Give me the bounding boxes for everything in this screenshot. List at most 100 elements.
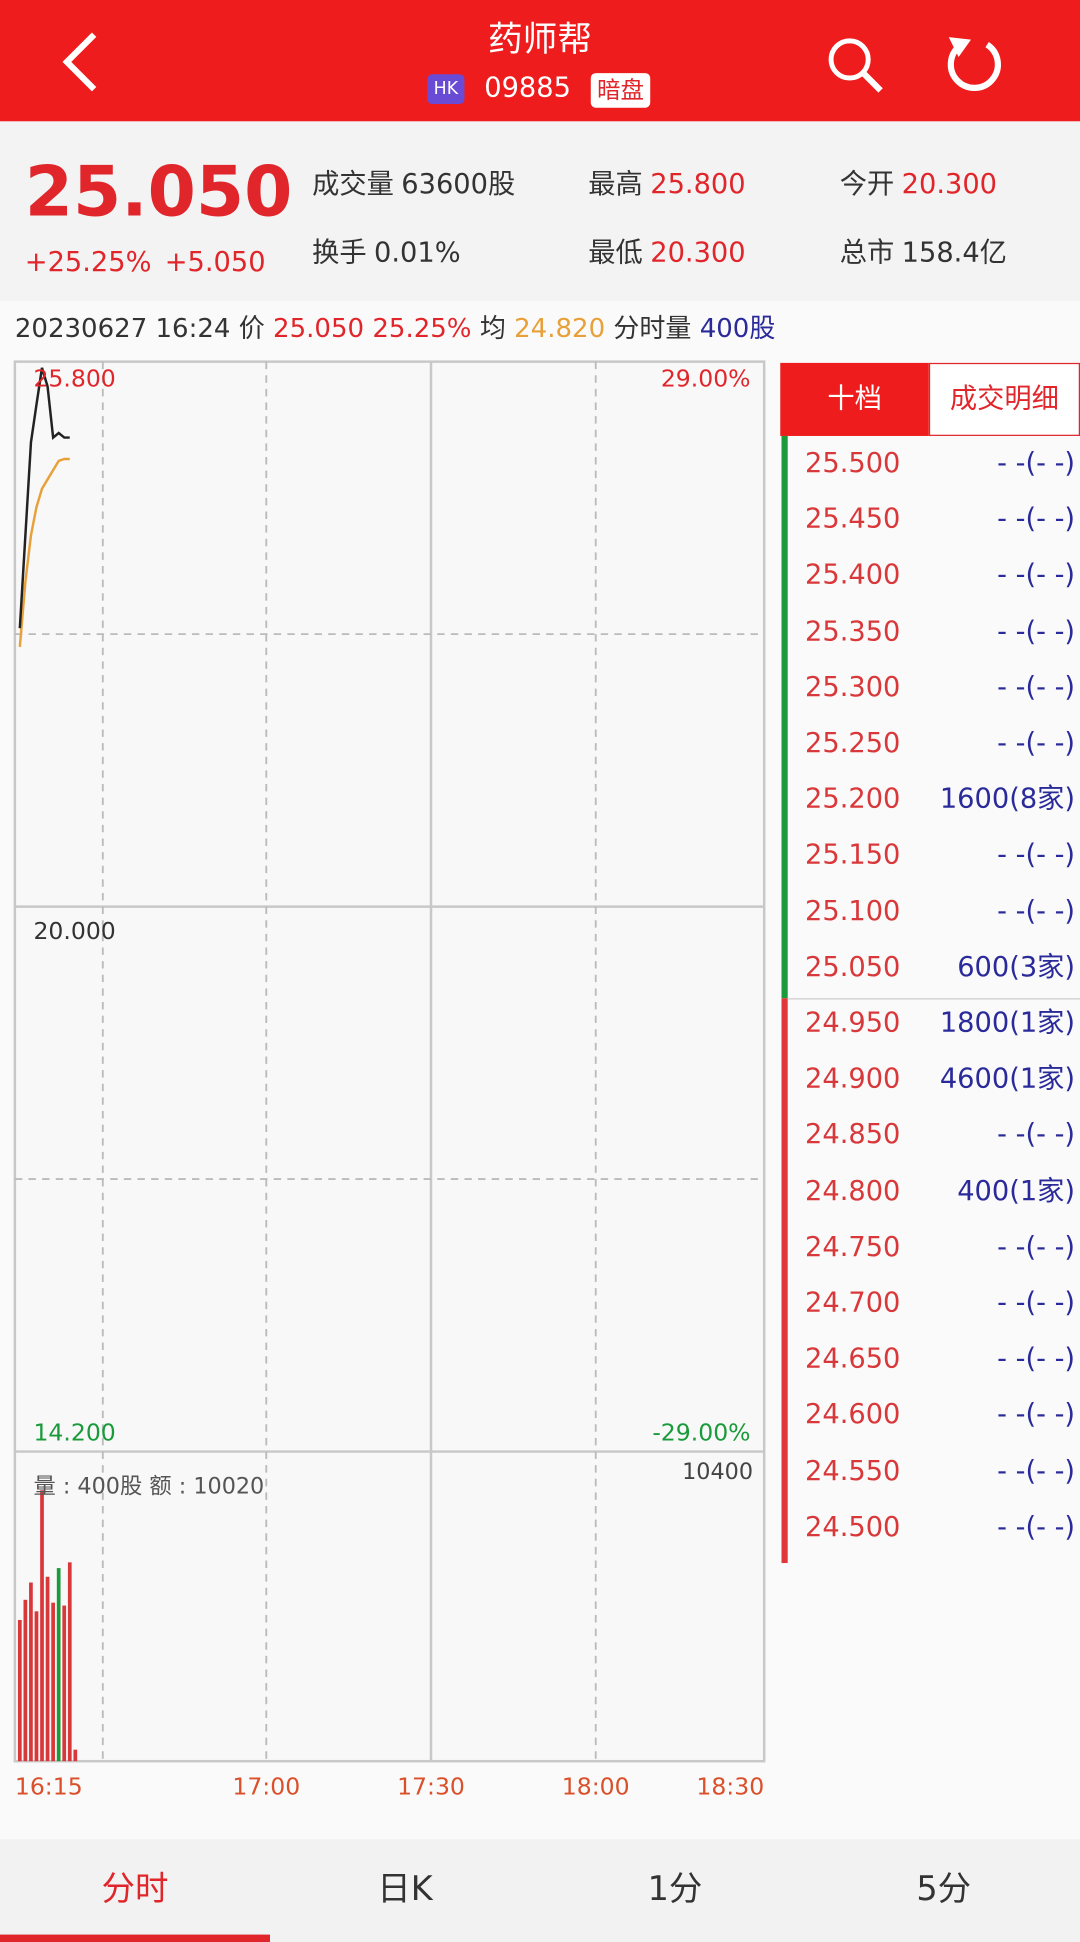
book-volume: - -(- -) — [997, 672, 1076, 704]
book-volume: - -(- -) — [997, 1232, 1076, 1264]
book-price: 24.650 — [805, 1344, 901, 1376]
time-tick-label: 16:15 — [14, 1773, 83, 1801]
book-price: 24.700 — [805, 1288, 901, 1320]
pct-tick-label: -29.00% — [652, 1419, 751, 1447]
book-volume: - -(- -) — [997, 728, 1076, 760]
info-pct: 25.25% — [372, 313, 472, 344]
price-tick-label: 14.200 — [33, 1419, 116, 1447]
book-volume: - -(- -) — [997, 1511, 1076, 1543]
back-button[interactable] — [50, 30, 112, 94]
avg-line — [18, 457, 70, 647]
book-price: 25.200 — [805, 784, 901, 816]
volume-bar — [45, 1576, 50, 1762]
stat-label: 最低 20.300 — [588, 237, 746, 269]
book-price: 24.850 — [805, 1120, 901, 1152]
book-price: 24.800 — [805, 1176, 901, 1208]
stat-label: 换手 0.01% — [312, 237, 461, 269]
book-volume: - -(- -) — [997, 1120, 1076, 1152]
info-avg: 24.820 — [514, 313, 606, 344]
info-vol: 400股 — [699, 313, 776, 344]
quote-panel — [0, 121, 1080, 301]
volume-bar — [73, 1749, 78, 1762]
time-tick-label: 18:00 — [561, 1773, 630, 1801]
book-price: 24.500 — [805, 1511, 901, 1543]
last-price: 25.050 — [24, 152, 293, 233]
stat-value: 0.01% — [374, 237, 461, 269]
volume-bar — [40, 1490, 44, 1762]
tab[interactable]: 1分 — [647, 1870, 703, 1909]
stat-label: 成交量 63600股 — [312, 169, 516, 201]
book-volume: 400(1家) — [957, 1176, 1076, 1208]
book-volume: 1600(8家) — [939, 784, 1076, 816]
book-tab[interactable]: 成交明细 — [928, 362, 1080, 436]
book-price: 25.350 — [805, 616, 901, 648]
book-price: 25.300 — [805, 672, 901, 704]
book-tab[interactable]: 十档 — [780, 362, 929, 436]
info-label: 均 — [479, 313, 506, 344]
book-price: 25.400 — [805, 560, 901, 592]
book-volume: - -(- -) — [997, 1288, 1076, 1320]
book-volume: 1800(1家) — [939, 1008, 1076, 1040]
book-price: 25.150 — [805, 840, 901, 872]
book-price: 24.600 — [805, 1400, 901, 1431]
book-volume: 4600(1家) — [939, 1064, 1076, 1096]
market-badge: HK — [427, 74, 465, 105]
stat-value: 20.300 — [901, 169, 998, 201]
price-line — [18, 367, 70, 629]
volume-bar — [17, 1619, 22, 1762]
chart-grid — [14, 361, 765, 1762]
tab-indicator — [0, 1934, 270, 1942]
chart-grid-dashed — [14, 361, 765, 1762]
stat-label: 最高 25.800 — [588, 169, 746, 201]
tab[interactable]: 5分 — [916, 1870, 972, 1909]
info-line: 20230627 16:24 价 25.050 25.25% 均 24.820 … — [15, 313, 776, 344]
book-volume: 600(3家) — [957, 952, 1076, 984]
book-price: 25.050 — [805, 952, 901, 984]
book-volume: - -(- -) — [997, 840, 1076, 872]
volume-bar — [67, 1562, 72, 1762]
book-price: 25.500 — [805, 448, 901, 480]
stat-label: 今开 20.300 — [839, 169, 998, 201]
header — [0, 0, 1080, 122]
tab[interactable]: 分时 — [101, 1870, 169, 1909]
change: +5.050 — [164, 247, 266, 279]
stat-value: 25.800 — [650, 169, 746, 201]
book-price: 24.550 — [805, 1456, 901, 1487]
pct-tick-label: 29.00% — [660, 365, 751, 393]
info-label: 分时量 — [613, 313, 692, 344]
tab[interactable]: 日K — [377, 1870, 433, 1909]
stock-code: 09885 — [484, 73, 571, 105]
book-price: 25.450 — [805, 504, 901, 536]
stat-label: 总市 158.4亿 — [839, 237, 1007, 269]
time-tick-label: 17:30 — [397, 1773, 465, 1801]
book-volume: - -(- -) — [997, 504, 1076, 536]
refresh-button[interactable] — [944, 32, 1006, 96]
book-divider — [787, 998, 1080, 1000]
intraday-chart — [13, 360, 766, 1763]
stat-value: 63600股 — [401, 169, 516, 201]
volume-bar — [51, 1602, 55, 1762]
info-price: 25.050 — [273, 313, 365, 344]
tab-bar — [0, 1839, 1080, 1942]
book-price: 25.250 — [805, 728, 901, 760]
book-price: 25.100 — [805, 896, 901, 928]
book-volume: - -(- -) — [997, 1344, 1076, 1376]
volume-bar — [62, 1605, 67, 1762]
chart-frame — [13, 360, 766, 1763]
book-volume: - -(- -) — [997, 560, 1076, 592]
book-volume: - -(- -) — [997, 1456, 1076, 1487]
change-pct: +25.25% — [24, 247, 152, 279]
book-price: 24.900 — [805, 1064, 901, 1096]
ask-bar — [781, 435, 788, 999]
stat-value: 158.4亿 — [901, 237, 1007, 269]
title: 药师帮 — [487, 18, 593, 60]
info-label: 价 — [238, 313, 265, 344]
search-button[interactable] — [822, 32, 886, 96]
price-tick-label: 25.800 — [33, 365, 116, 393]
book-volume: - -(- -) — [997, 448, 1076, 480]
volume-bar — [23, 1599, 28, 1762]
book-price: 24.950 — [805, 1008, 901, 1040]
volume-label: 量 : 400股 额 : 10020 — [33, 1473, 265, 1500]
